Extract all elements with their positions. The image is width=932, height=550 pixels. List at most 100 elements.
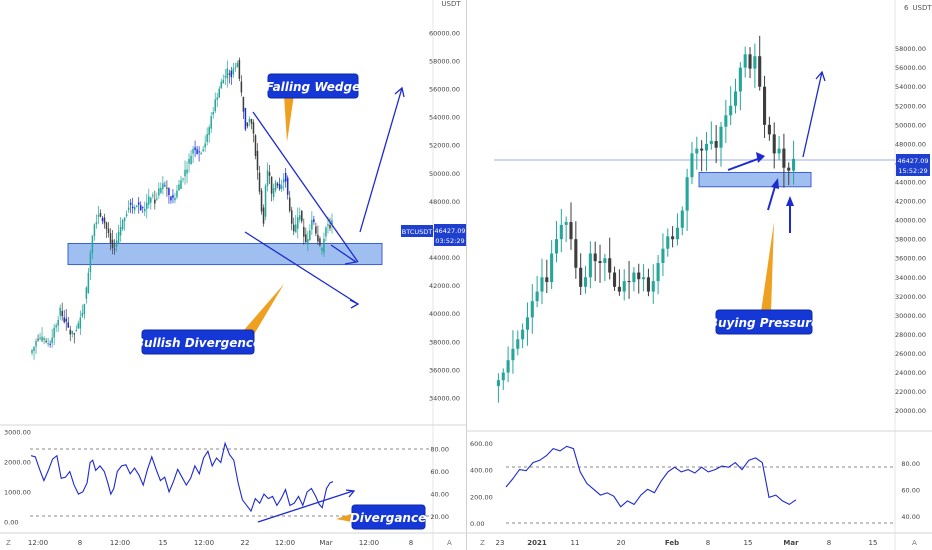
right-candle-body	[521, 329, 525, 340]
left-candle-body	[168, 188, 170, 196]
left-candle-body	[152, 195, 154, 197]
left-candle-body	[49, 343, 51, 345]
right-candle-body	[651, 281, 655, 292]
left-z-label[interactable]: Z	[6, 539, 11, 547]
left-osc-left-tick: 0.00	[4, 519, 18, 527]
left-candle-body	[266, 170, 269, 186]
right-candle-body	[646, 277, 650, 292]
left-candle-body	[212, 112, 214, 115]
right-time-tick: Feb	[665, 539, 679, 547]
left-candle-body	[234, 67, 237, 69]
right-price-tick: 56000.00	[895, 64, 926, 72]
right-time-tick: 15	[869, 539, 878, 547]
right-candle-body	[671, 236, 675, 240]
breakout-arrow	[359, 87, 403, 233]
left-candle-body	[186, 169, 188, 174]
buy-arrow-1-head	[756, 152, 765, 163]
right-osc-left-axis: 600.00 400.00 200.00 0.00	[470, 440, 493, 528]
left-candle-body	[103, 217, 106, 224]
right-candle-body	[617, 286, 621, 292]
left-candle-body	[282, 179, 285, 183]
right-candle-body	[661, 248, 665, 263]
left-price-tick: 54000.00	[429, 114, 460, 122]
right-axis-currency: USDT	[912, 4, 932, 12]
left-candle-body	[37, 339, 39, 341]
bullish-divergence-label: Bullish Divergence	[135, 336, 261, 350]
left-candle-body	[174, 197, 176, 201]
breakout-arrowhead	[394, 86, 405, 98]
left-a-label[interactable]: A	[447, 539, 452, 547]
left-candle-body	[154, 199, 156, 204]
right-last-price-tag	[896, 154, 930, 176]
right-time-tick: 8	[706, 539, 710, 547]
left-time-axis[interactable]: 12:00 8 12:00 15 12:00 22 12:00 Mar 12:00 8	[28, 539, 413, 547]
left-candle-body	[87, 272, 90, 294]
left-time-tick: 12:00	[194, 539, 214, 547]
right-price-tick: 22000.00	[895, 388, 926, 396]
falling-wedge-pointer	[284, 95, 294, 142]
right-candle-body	[733, 91, 738, 106]
right-price-tick: 36000.00	[895, 255, 926, 263]
right-candle-body	[700, 148, 704, 151]
left-candle-body	[137, 202, 140, 205]
left-price-tick: 36000.00	[429, 366, 460, 374]
right-candles	[496, 35, 796, 403]
left-candle-body	[311, 219, 313, 230]
left-last-price-tag	[434, 224, 466, 246]
left-candle-body	[286, 177, 289, 195]
right-price-tick: 44000.00	[895, 179, 926, 187]
right-price-axis[interactable]: 58000.00 56000.00 54000.00 52000.00 50000.00…	[895, 45, 926, 415]
left-candle-body	[139, 205, 142, 211]
left-time-tick: 8	[409, 539, 413, 547]
left-candle-body	[97, 215, 100, 217]
left-osc-right-tick: 20.00	[430, 513, 449, 521]
left-candle-body	[117, 231, 120, 243]
left-candle-body	[61, 310, 63, 317]
right-candle-body	[588, 253, 592, 278]
left-candle-body	[105, 222, 108, 230]
left-candle-body	[200, 152, 202, 154]
left-candle-body	[224, 76, 227, 78]
left-candle-body	[39, 337, 41, 339]
wedge-lower-line	[244, 231, 359, 305]
right-a-label[interactable]: A	[912, 539, 917, 547]
left-candle-body	[31, 350, 33, 354]
left-panel-background	[0, 0, 466, 550]
osc-divergence-line	[257, 490, 354, 523]
left-candle-body	[242, 96, 245, 112]
right-candle-body	[564, 222, 568, 225]
right-candle-body	[574, 239, 578, 268]
left-candle-body	[47, 343, 49, 345]
right-candle-body	[559, 224, 563, 240]
left-candle-body	[121, 220, 124, 230]
right-candle-body	[569, 222, 573, 240]
left-osc-right-tick: 60.00	[430, 468, 449, 476]
left-candle-body	[33, 346, 35, 351]
left-candle-body	[196, 149, 198, 155]
right-osc-left-tick: 200.00	[470, 493, 493, 501]
left-candle-body	[194, 147, 196, 150]
buy-arrow-2-head	[771, 178, 779, 189]
right-price-tick: 54000.00	[895, 83, 926, 91]
left-time-tick: 12:00	[275, 539, 295, 547]
left-candle-body	[303, 226, 305, 237]
left-candle-body	[244, 107, 247, 130]
right-price-tick: 26000.00	[895, 350, 926, 358]
left-candle-body	[321, 247, 323, 251]
right-support-zone	[698, 171, 812, 188]
left-candle-body	[160, 187, 162, 193]
right-time-axis[interactable]: 23 2021 11 20 Feb 8 15 Mar 8 15	[496, 539, 878, 547]
right-price-tick: 40000.00	[895, 217, 926, 225]
left-candle-body	[262, 207, 265, 224]
left-price-tick: 42000.00	[429, 282, 460, 290]
left-candle-body	[315, 226, 317, 234]
right-candle-body	[763, 86, 767, 125]
right-candle-body	[738, 67, 742, 92]
right-z-label[interactable]: Z	[480, 539, 485, 547]
left-candle-body	[123, 217, 126, 222]
right-candle-body	[637, 272, 641, 280]
right-candle-body	[593, 253, 597, 262]
falling-wedge-label: Falling Wedge	[266, 80, 361, 94]
right-price-tick: 52000.00	[895, 102, 926, 110]
left-osc-left-axis: 3000.00 2000.00 1000.00 0.00	[4, 429, 31, 527]
